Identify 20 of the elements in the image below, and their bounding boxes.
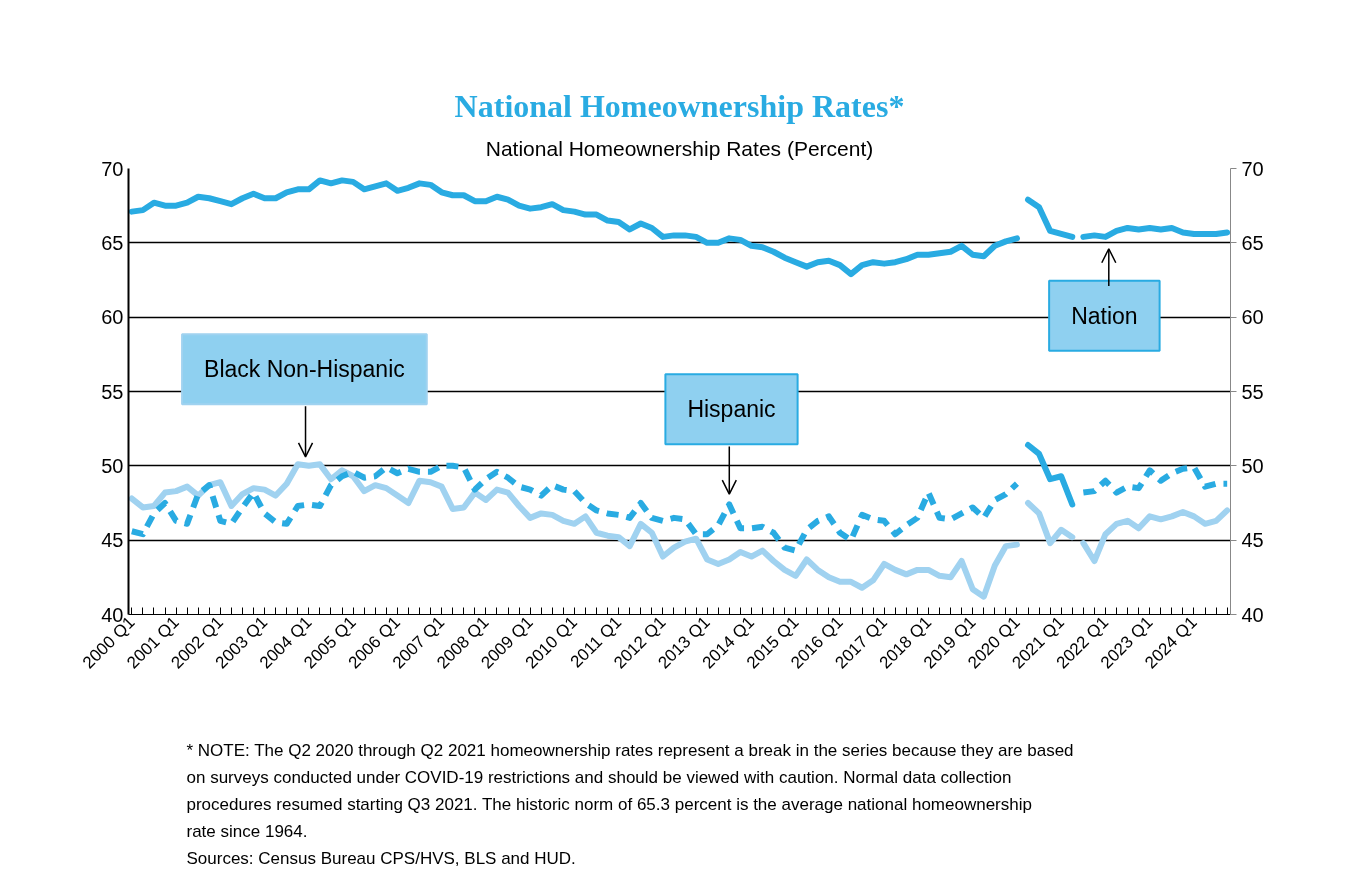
text: Black Non-Hispanic [204,356,405,383]
text: Nation [1071,302,1138,329]
y-tick-label: 65 [101,231,124,254]
y-tick-label: 45 [101,529,124,552]
y-tick-label: 60 [101,306,124,329]
chart-title: National Homeownership Rates* [454,87,905,124]
y2-tick-label: 45 [1241,529,1264,552]
y2-tick-label: 70 [1241,157,1264,180]
y-tick-label: 70 [101,157,124,180]
text: Hispanic [687,396,776,423]
y2-tick-label: 50 [1241,454,1264,477]
y2-tick-label: 40 [1241,603,1264,626]
y-tick-label: 55 [101,380,124,403]
y2-tick-label: 65 [1241,231,1264,254]
y2-tick-label: 60 [1241,306,1264,329]
chart-subtitle: National Homeownership Rates (Percent) [485,136,874,160]
y-tick-label: 50 [101,454,124,477]
text: * NOTE: The Q2 2020 through Q2 2021 homeownership rates represent a break in the series because they are based on surveys conducted under COVID-19 restrictions and should be viewed with caution. Normal data collection procedures resumed starting Q3 2021. The historic norm of 65.3 percent is the average national homeownership rate since 1964. [186,741,1074,841]
source-note: Sources: Census Bureau CPS/HVS, BLS and HUD. [186,849,576,868]
y2-tick-label: 55 [1241,380,1264,403]
